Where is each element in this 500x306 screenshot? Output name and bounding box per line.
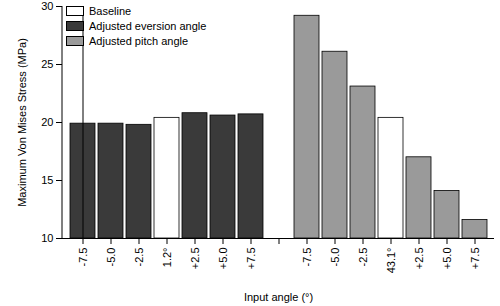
html-text:Baseline: Baseline	[89, 5, 132, 17]
svg-text:1.2°: 1.2°	[161, 248, 173, 268]
svg-text:+7.5: +7.5	[245, 248, 257, 270]
svg-text:+2.5: +2.5	[413, 248, 425, 270]
svg-text:15: 15	[41, 174, 53, 186]
svg-text:-7.5: -7.5	[301, 248, 313, 267]
html-text:Adjusted eversion angle: Adjusted eversion angle	[89, 20, 207, 32]
svg-text:-7.5: -7.5	[77, 248, 89, 267]
svg-text:10: 10	[41, 232, 53, 244]
svg-text:-5.0: -5.0	[329, 248, 341, 267]
svg-text:+5.0: +5.0	[217, 248, 229, 270]
svg-text:43.1°: 43.1°	[385, 248, 397, 274]
svg-text:+7.5: +7.5	[469, 248, 481, 270]
svg-text:-2.5: -2.5	[133, 248, 145, 267]
svg-text:Maximum Von Mises Stress (MPa): Maximum Von Mises Stress (MPa)	[16, 38, 28, 207]
svg-text:-2.5: -2.5	[357, 248, 369, 267]
svg-text:25: 25	[41, 58, 53, 70]
svg-text:+5.0: +5.0	[441, 248, 453, 270]
svg-text:-5.0: -5.0	[105, 248, 117, 267]
svg-text:20: 20	[41, 116, 53, 128]
svg-text:Input angle (°): Input angle (°)	[244, 291, 313, 303]
html-text:Adjusted pitch angle: Adjusted pitch angle	[89, 35, 189, 47]
svg-text:30: 30	[41, 0, 53, 12]
svg-text:+2.5: +2.5	[189, 248, 201, 270]
